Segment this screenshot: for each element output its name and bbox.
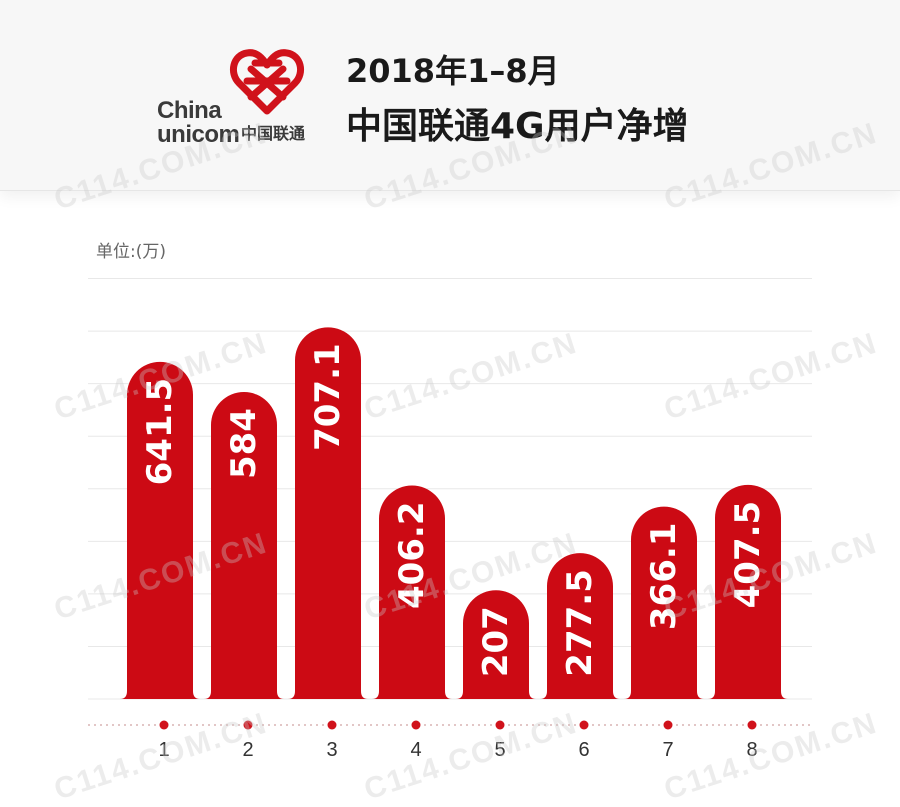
x-axis-dot — [747, 720, 757, 730]
x-tick-label: 5 — [494, 739, 505, 761]
unit-label: 单位:(万) — [96, 242, 166, 262]
bars — [120, 327, 788, 699]
bar — [540, 553, 620, 699]
x-axis-dots — [159, 720, 757, 730]
bar — [204, 392, 284, 699]
bar-value-label: 407.5 — [728, 501, 768, 609]
title-line-2: 中国联通4G用户净增 — [346, 106, 689, 147]
unicom-knot-icon — [229, 49, 305, 115]
header-banner: China unicom 中国联通 2018年1–8月 中国联通4G用户净增 — [0, 0, 900, 191]
bar-value-label: 641.5 — [140, 378, 180, 486]
bar — [624, 506, 704, 699]
bar — [120, 361, 200, 699]
x-tick-label: 2 — [242, 739, 253, 761]
china-unicom-logo: China unicom 中国联通 — [155, 45, 325, 155]
bar — [456, 590, 536, 699]
logo-text-cn: 中国联通 — [241, 124, 306, 143]
x-axis-dot — [411, 720, 421, 730]
x-tick-label: 8 — [746, 739, 757, 761]
bar — [288, 327, 368, 699]
x-tick-label: 3 — [326, 739, 337, 761]
title-line-1: 2018年1–8月 — [346, 52, 560, 90]
x-axis-dot — [579, 720, 589, 730]
x-axis-dot — [663, 720, 673, 730]
x-tick-label: 1 — [158, 739, 169, 761]
x-axis-dot — [159, 720, 169, 730]
bar-value-label: 207 — [476, 606, 516, 677]
bar-value-label: 366.1 — [644, 523, 684, 631]
x-tick-label: 4 — [410, 739, 421, 761]
x-tick-label: 6 — [578, 739, 589, 761]
bar — [708, 484, 788, 699]
gridlines — [88, 278, 812, 700]
logo-text-unicom: unicom — [157, 121, 240, 148]
bar-value-label: 707.1 — [308, 343, 348, 451]
bar-value-label: 277.5 — [560, 569, 600, 677]
x-axis-tick-labels: 1 2 3 4 5 6 7 8 — [158, 739, 757, 761]
x-axis-dot — [327, 720, 337, 730]
x-axis-dot — [495, 720, 505, 730]
bar-value-labels: 641.5 584 707.1 406.2 207 277.5 366.1 407.5 — [140, 343, 768, 677]
logo-text-china: China — [157, 97, 222, 124]
bar — [372, 485, 452, 699]
bar-value-label: 584 — [224, 408, 264, 479]
x-axis-dot — [243, 720, 253, 730]
bar-value-label: 406.2 — [392, 502, 432, 610]
x-tick-label: 7 — [662, 739, 673, 761]
